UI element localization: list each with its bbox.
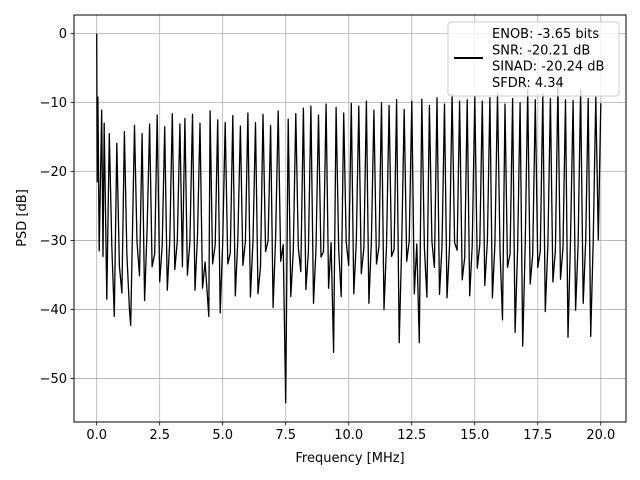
legend-entry-line: SNR: -20.21 dB bbox=[492, 43, 590, 58]
x-axis-ticks: 0.0 2.5 5.0 7.5 10.0 12.5 15.0 17.5 20.0 bbox=[86, 422, 615, 443]
legend-entry-line: SINAD: -20.24 dB bbox=[492, 60, 604, 75]
y-tick-label: −10 bbox=[40, 96, 67, 111]
y-tick-label: −40 bbox=[40, 303, 67, 318]
x-tick-label: 17.5 bbox=[523, 428, 552, 443]
legend-entry-line: SFDR: 4.34 bbox=[492, 76, 564, 91]
legend-entry-line: ENOB: -3.65 bits bbox=[492, 27, 599, 42]
plot-area-frame bbox=[73, 14, 627, 423]
x-tick-label: 20.0 bbox=[586, 428, 615, 443]
y-tick-label: −20 bbox=[40, 165, 67, 180]
x-tick-label: 2.5 bbox=[149, 428, 170, 443]
x-tick-label: 12.5 bbox=[397, 428, 426, 443]
x-tick-label: 0.0 bbox=[86, 428, 107, 443]
x-tick-label: 15.0 bbox=[460, 428, 489, 443]
legend-box bbox=[447, 21, 620, 97]
y-tick-label: −30 bbox=[40, 234, 67, 249]
x-tick-label: 7.5 bbox=[275, 428, 296, 443]
psd-series-line bbox=[96, 33, 602, 404]
x-tick-label: 10.0 bbox=[334, 428, 363, 443]
y-axis-label: PSD [dB] bbox=[15, 189, 30, 247]
legend: ENOB: -3.65 bits SNR: -20.21 dB SINAD: -20… bbox=[447, 21, 620, 97]
y-axis-ticks: 0 −10 −20 −30 −40 −50 bbox=[40, 27, 74, 387]
y-tick-label: −50 bbox=[40, 372, 67, 387]
x-tick-label: 5.0 bbox=[212, 428, 233, 443]
y-tick-label: 0 bbox=[59, 27, 67, 42]
x-axis-label: Frequency [MHz] bbox=[295, 451, 404, 466]
legend-entry-label: ENOB: -3.65 bits SNR: -20.21 dB SINAD: -20… bbox=[492, 27, 604, 91]
